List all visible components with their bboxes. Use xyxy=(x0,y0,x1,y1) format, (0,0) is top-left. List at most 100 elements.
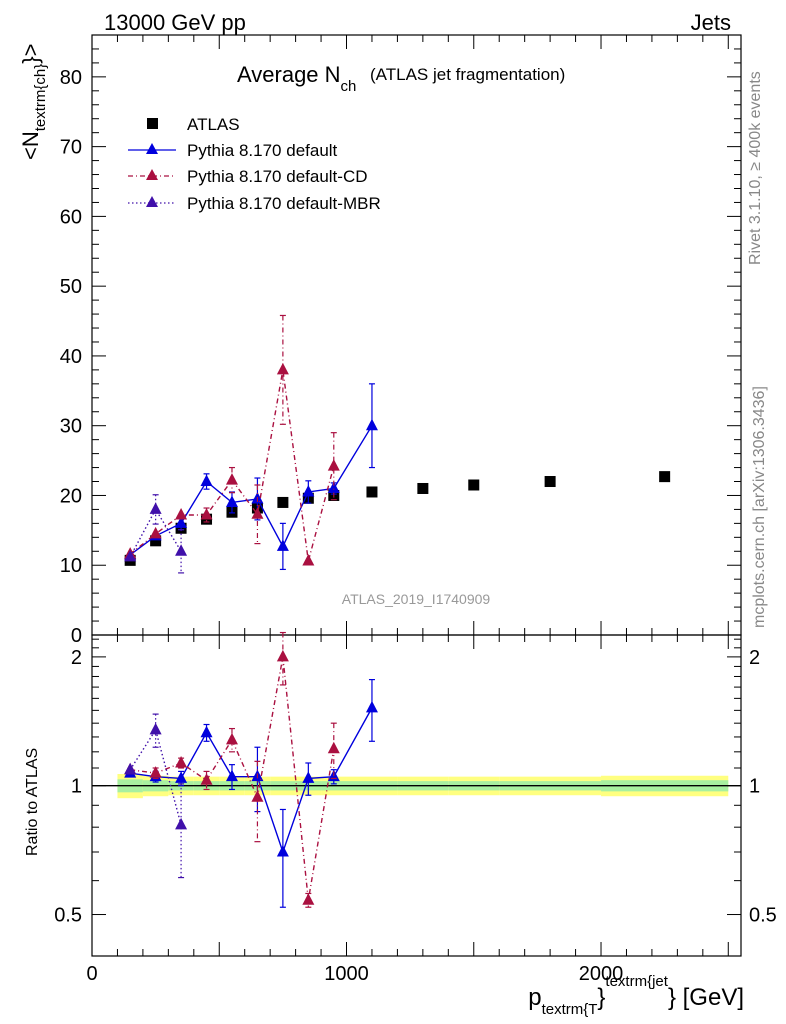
analysis-watermark: ATLAS_2019_I1740909 xyxy=(342,591,491,607)
ratio-point xyxy=(200,773,213,785)
top-ytick-label: 50 xyxy=(60,276,82,298)
ratio-point xyxy=(302,771,315,783)
ratio-series-mbr xyxy=(124,713,188,879)
bottom-xtick-labels: 0 1000 2000 xyxy=(86,963,623,985)
data-point xyxy=(150,535,162,547)
data-point xyxy=(200,508,213,520)
data-point xyxy=(659,471,671,483)
ratio-point xyxy=(276,649,289,662)
xlabel-sup: textrm{jet xyxy=(605,973,668,990)
bottom-ytick-labels: 0.5 0.5 1 1 2 2 xyxy=(54,647,777,927)
ratio-point xyxy=(175,817,188,830)
bottom-ytick-label-right: 1 xyxy=(749,776,760,798)
bottom-series xyxy=(124,631,378,908)
data-point xyxy=(365,418,378,431)
data-point xyxy=(302,484,315,497)
data-point xyxy=(417,482,429,494)
series-mbr xyxy=(124,494,188,574)
series-def xyxy=(124,383,378,571)
ratio-point xyxy=(302,893,315,905)
data-point xyxy=(124,549,137,562)
legend-marker-default xyxy=(146,143,158,154)
legend-label-atlas: ATLAS xyxy=(187,115,240,134)
bottom-xtick-label: 0 xyxy=(86,963,97,985)
ratio-point xyxy=(225,732,238,745)
bottom-ytick-label-right: 0.5 xyxy=(749,905,777,927)
data-point xyxy=(175,544,188,556)
bottom-ticks xyxy=(91,635,741,956)
data-point xyxy=(175,508,188,520)
header-right: Jets xyxy=(691,10,731,35)
ratio-point xyxy=(175,755,188,768)
data-point xyxy=(276,539,289,551)
top-ytick-label: 80 xyxy=(60,67,82,89)
xlabel-sub: textrm{T xyxy=(542,1001,598,1018)
legend-label-default: Pythia 8.170 default xyxy=(187,141,338,160)
top-ylabel: <Ntextrm{ch}}> xyxy=(18,44,49,160)
ratio-point xyxy=(327,741,340,754)
chart-title-main: Average N xyxy=(237,62,341,87)
bottom-ytick-label: 1 xyxy=(71,776,82,798)
bottom-ytick-label: 0.5 xyxy=(54,905,82,927)
top-ytick-labels: 0 10 20 30 40 50 60 70 80 xyxy=(60,67,82,647)
top-ticks xyxy=(91,35,741,636)
data-point xyxy=(327,481,340,493)
bottom-ylabel: Ratio to ATLAS xyxy=(24,748,41,856)
top-ytick-label: 70 xyxy=(60,137,82,159)
ratio-point xyxy=(365,700,378,713)
xlabel-p: p xyxy=(528,984,541,1011)
data-point xyxy=(149,502,162,514)
series-cd xyxy=(124,314,340,566)
ratio-point xyxy=(251,790,264,802)
ratio-point xyxy=(200,725,213,738)
data-point xyxy=(327,459,340,471)
top-ylabel-open: <N xyxy=(18,131,43,160)
ratio-point xyxy=(276,844,289,857)
legend-label-mbr: Pythia 8.170 default-MBR xyxy=(187,194,381,213)
top-ytick-label: 40 xyxy=(60,346,82,368)
data-point xyxy=(302,554,315,566)
data-point xyxy=(149,526,162,539)
data-point xyxy=(366,486,378,498)
legend-item-cd: Pythia 8.170 default-CD xyxy=(128,167,368,186)
reference-band xyxy=(92,774,741,799)
legend-marker-mbr xyxy=(146,196,158,207)
header-left: 13000 GeV pp xyxy=(104,10,246,35)
bottom-ytick-label-right: 2 xyxy=(749,647,760,669)
ratio-point xyxy=(149,722,162,735)
top-ytick-label: 10 xyxy=(60,555,82,577)
data-point xyxy=(277,496,289,508)
bottom-panel: 0.5 0.5 1 1 2 2 0 1000 2000 xyxy=(54,631,777,985)
mcplots-label: mcplots.cern.ch [arXiv:1306.3436] xyxy=(751,386,768,628)
legend-label-cd: Pythia 8.170 default-CD xyxy=(187,167,368,186)
ratio-point xyxy=(124,762,137,775)
legend-item-mbr: Pythia 8.170 default-MBR xyxy=(128,194,381,213)
top-series xyxy=(124,314,671,574)
xlabel-close2: } [GeV] xyxy=(668,984,744,1011)
bottom-frame xyxy=(91,634,742,957)
rivet-label: Rivet 3.1.10, ≥ 400k events xyxy=(747,71,764,265)
data-point xyxy=(225,473,238,485)
ratio-line-mbr xyxy=(129,728,182,826)
ratio-series-cd xyxy=(124,631,340,908)
series-line-def xyxy=(129,425,373,556)
ratio-point xyxy=(225,769,238,782)
top-ytick-label: 60 xyxy=(60,206,82,228)
ratio-point xyxy=(175,771,188,783)
top-panel: 0 10 20 30 40 50 60 70 80 Average Nch (ATLAS jet… xyxy=(60,34,742,647)
top-ytick-label: 30 xyxy=(60,416,82,438)
data-point xyxy=(200,474,213,487)
xlabel-close: } xyxy=(597,984,605,1011)
top-ytick-label: 20 xyxy=(60,485,82,507)
legend: ATLAS Pythia 8.170 default Pythia 8.170 … xyxy=(128,115,381,213)
bottom-xtick-label: 2000 xyxy=(579,963,624,985)
series-line-cd xyxy=(129,369,335,562)
top-ylabel-sub: textrm{ch} xyxy=(32,64,49,132)
ratio-point xyxy=(149,766,162,778)
data-point xyxy=(175,516,188,528)
chart-title: Average Nch xyxy=(237,62,356,95)
legend-item-atlas: ATLAS xyxy=(147,115,240,134)
chart-title-sub: ch xyxy=(341,78,357,95)
data-point xyxy=(251,507,264,519)
data-point xyxy=(276,362,289,375)
